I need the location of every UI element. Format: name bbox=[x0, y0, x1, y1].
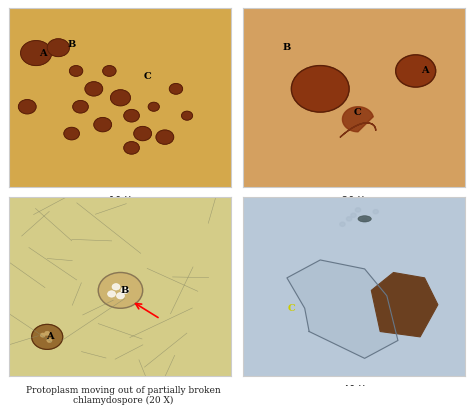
Circle shape bbox=[98, 273, 143, 308]
Circle shape bbox=[64, 127, 80, 140]
Text: A: A bbox=[421, 66, 428, 76]
Circle shape bbox=[148, 102, 159, 111]
Circle shape bbox=[47, 338, 52, 343]
Ellipse shape bbox=[358, 216, 371, 222]
Circle shape bbox=[351, 213, 356, 217]
Circle shape bbox=[85, 82, 103, 96]
Polygon shape bbox=[371, 273, 438, 337]
Text: 20 X: 20 X bbox=[343, 196, 365, 206]
Circle shape bbox=[73, 100, 88, 113]
Circle shape bbox=[20, 41, 52, 66]
Circle shape bbox=[110, 90, 130, 106]
Circle shape bbox=[356, 208, 361, 212]
Circle shape bbox=[69, 66, 83, 76]
Polygon shape bbox=[342, 107, 373, 132]
Circle shape bbox=[112, 283, 120, 290]
Circle shape bbox=[396, 55, 436, 87]
Circle shape bbox=[45, 331, 50, 336]
Text: 10 X: 10 X bbox=[109, 196, 131, 206]
Circle shape bbox=[340, 222, 345, 227]
Circle shape bbox=[124, 110, 139, 122]
Circle shape bbox=[103, 66, 116, 76]
Circle shape bbox=[108, 291, 116, 297]
Circle shape bbox=[182, 111, 192, 120]
Circle shape bbox=[117, 293, 125, 299]
Text: Protoplasm moving out of partially broken
chlamydospore (20 X): Protoplasm moving out of partially broke… bbox=[26, 386, 220, 405]
Circle shape bbox=[134, 126, 152, 141]
Circle shape bbox=[47, 39, 69, 57]
Circle shape bbox=[292, 66, 349, 112]
Circle shape bbox=[156, 130, 174, 144]
Circle shape bbox=[124, 142, 139, 154]
Text: 40 X: 40 X bbox=[343, 385, 365, 395]
Text: B: B bbox=[67, 40, 76, 48]
Text: B: B bbox=[283, 43, 291, 52]
Circle shape bbox=[18, 99, 36, 114]
Circle shape bbox=[40, 333, 46, 337]
Text: A: A bbox=[39, 48, 46, 58]
Circle shape bbox=[169, 84, 182, 94]
Circle shape bbox=[121, 287, 129, 293]
Circle shape bbox=[94, 117, 111, 132]
Text: C: C bbox=[288, 304, 295, 313]
Circle shape bbox=[362, 219, 367, 223]
Text: C: C bbox=[143, 72, 151, 81]
Circle shape bbox=[346, 217, 352, 221]
Circle shape bbox=[373, 209, 378, 214]
Text: A: A bbox=[46, 332, 53, 342]
Text: C: C bbox=[354, 107, 362, 117]
Circle shape bbox=[32, 324, 63, 349]
Polygon shape bbox=[287, 260, 398, 358]
Text: B: B bbox=[121, 286, 129, 295]
